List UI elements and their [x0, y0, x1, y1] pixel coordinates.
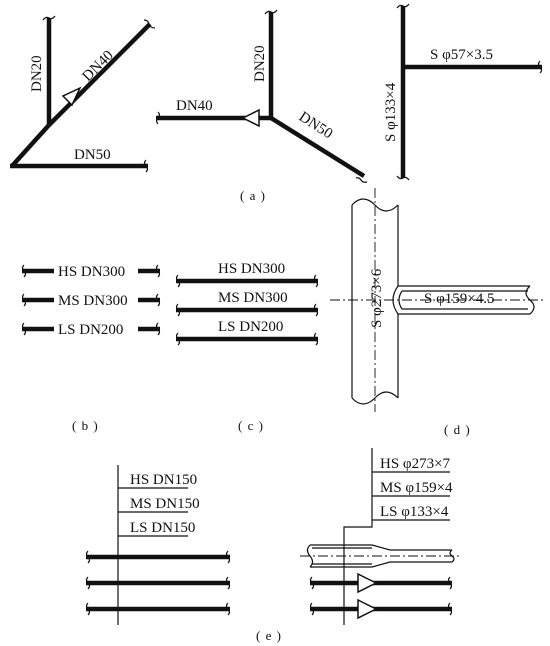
panel-a-middle: DN20 DN40 DN50 — [155, 9, 368, 183]
label-main-pipe: S φ273×6 — [369, 268, 385, 328]
break-mark — [351, 198, 399, 212]
pipe-dn50 — [269, 116, 366, 178]
label-ls: LS DN200 — [218, 319, 283, 335]
break-mark — [143, 19, 156, 29]
break-mark — [396, 175, 410, 181]
panel-b: HS DN300 MS DN300 LS DN200 — [21, 264, 161, 338]
label-ls: LS DN200 — [58, 322, 123, 338]
break-mark — [225, 550, 231, 616]
label-ms: MS DN300 — [58, 293, 128, 309]
break-mark — [42, 15, 56, 21]
break-mark — [396, 3, 410, 9]
break-mark — [447, 576, 453, 616]
label-ls: LS φ133×4 — [380, 504, 449, 520]
label-ms: MS DN300 — [218, 290, 288, 306]
label-dn50: DN50 — [74, 147, 111, 163]
break-mark — [309, 576, 315, 616]
flow-arrow-icon — [357, 572, 378, 594]
label-hs: HS DN150 — [130, 472, 197, 488]
caption-c: ( c ) — [238, 418, 264, 433]
break-mark — [21, 264, 27, 336]
pipe-dn40 — [47, 22, 152, 127]
label-ms: MS DN150 — [130, 496, 200, 512]
label-dn20: DN20 — [252, 45, 268, 82]
flow-arrow-icon — [241, 108, 260, 128]
break-mark — [306, 544, 314, 568]
label-hs: HS DN300 — [218, 261, 285, 277]
break-mark — [175, 274, 181, 346]
panel-a-left: DN20 DN40 DN50 — [10, 15, 156, 173]
caption-a: ( a ) — [240, 188, 266, 203]
break-mark — [313, 274, 319, 346]
pipe-branch-inner — [398, 290, 528, 310]
break-mark — [449, 549, 455, 563]
label-hs: HS DN300 — [58, 264, 125, 280]
flow-arrow-icon — [61, 86, 82, 107]
panel-e-right: HS φ273×7 MS φ159×4 LS φ133×4 — [300, 448, 462, 625]
leader-line — [343, 448, 373, 625]
pipe-hs-inner — [312, 547, 372, 565]
break-mark — [85, 550, 91, 616]
break-mark — [155, 111, 161, 125]
caption-d: ( d ) — [444, 422, 471, 437]
panel-e-left: HS DN150 MS DN150 LS DN150 — [85, 465, 231, 625]
break-mark — [264, 9, 278, 15]
label-dn40: DN40 — [176, 98, 213, 114]
break-mark — [351, 391, 399, 405]
label-main-pipe: S φ133×4 — [383, 82, 399, 142]
break-mark — [537, 60, 543, 74]
panel-d: S φ273×6 S φ159×4.5 — [330, 188, 546, 412]
label-ls: LS DN150 — [130, 520, 195, 536]
break-mark — [355, 177, 368, 183]
break-mark — [155, 264, 161, 336]
label-branch-pipe: S φ159×4.5 — [424, 291, 494, 307]
pipe-dn50-elbow — [10, 123, 51, 168]
label-dn20: DN20 — [29, 55, 45, 92]
break-mark — [143, 159, 149, 173]
pipe-hs-reducer — [310, 544, 452, 568]
flow-arrow-icon — [357, 598, 378, 620]
label-hs: HS φ273×7 — [380, 456, 451, 472]
caption-b: ( b ) — [72, 418, 99, 433]
caption-e: ( e ) — [256, 628, 282, 643]
label-branch-pipe: S φ57×3.5 — [430, 47, 493, 63]
panel-c: HS DN300 MS DN300 LS DN200 — [175, 261, 319, 346]
label-ms: MS φ159×4 — [380, 480, 453, 496]
panel-a-right: S φ133×4 S φ57×3.5 — [383, 3, 543, 181]
label-dn40: DN40 — [80, 48, 117, 85]
